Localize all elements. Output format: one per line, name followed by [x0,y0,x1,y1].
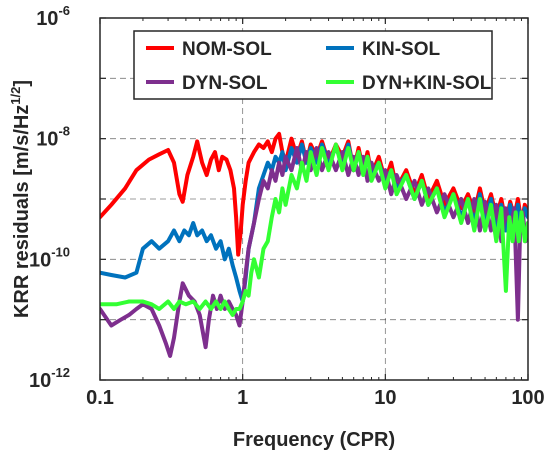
legend: NOM-SOL KIN-SOL DYN-SOL DYN+KIN-SOL [133,30,493,100]
x-tick-label: 100 [511,387,544,409]
legend-label-kin-sol: KIN-SOL [362,39,441,60]
legend-label-nom-sol: NOM-SOL [182,39,272,60]
x-tick-label: 0.1 [86,387,114,409]
y-axis-label-exponent: 1/2 [8,87,23,105]
legend-box [133,30,493,100]
x-tick-label: 1 [237,387,248,409]
x-axis: 0.1 1 10 100 [86,18,545,409]
x-axis-label: Frequency (CPR) [233,429,395,451]
series-line-dyn-kin-sol [100,142,528,317]
legend-label-dyn-sol: DYN-SOL [182,73,268,94]
y-tick-label: 10-8 [36,124,70,151]
y-axis-label: KRR residuals [m/s/Hz1/2] [8,80,33,318]
x-tick-label: 10 [374,387,396,409]
plot-area [100,131,528,358]
y-axis: 10-12 10-10 10-8 10-6 [29,3,528,392]
legend-label-dyn-kin-sol: DYN+KIN-SOL [362,73,492,94]
y-tick-label: 10-6 [36,3,70,30]
y-tick-label: 10-12 [29,365,70,392]
y-tick-label: 10-10 [29,244,70,271]
y-axis-label-close: ] [11,80,33,87]
series-line-nom-sol [100,131,528,257]
